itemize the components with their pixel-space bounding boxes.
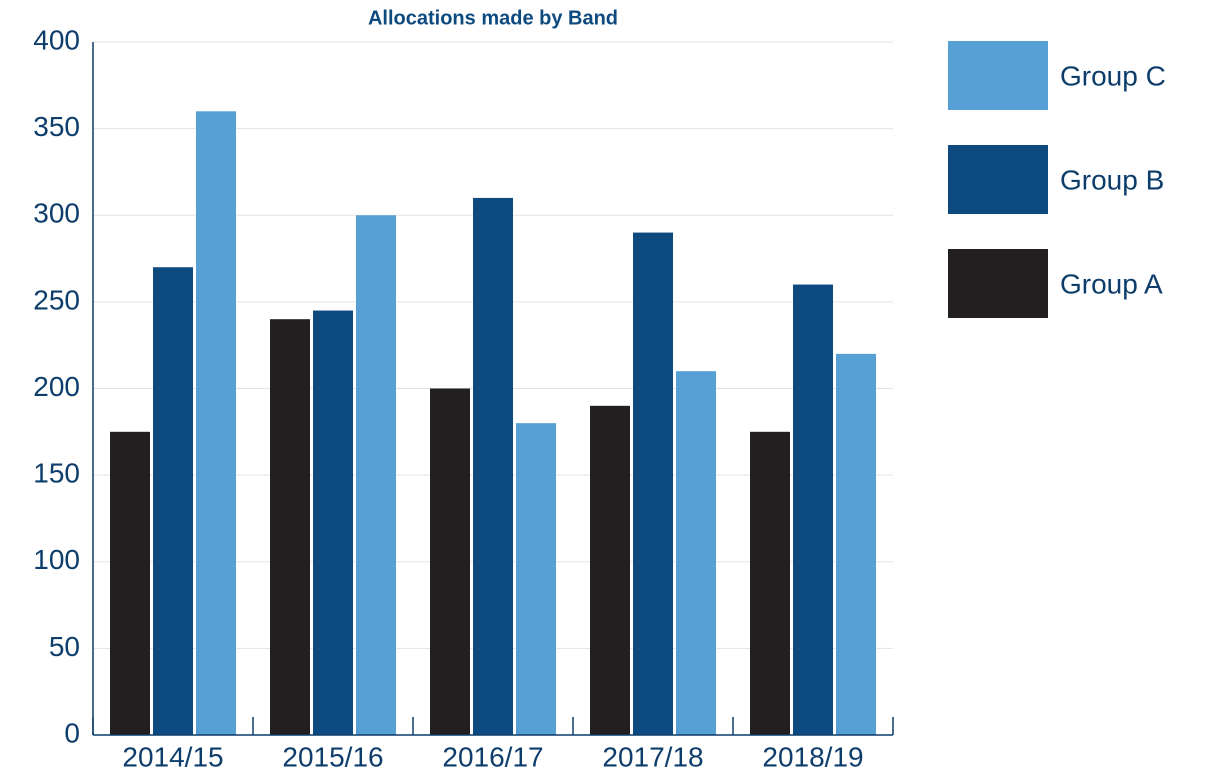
y-tick-label: 350 [33, 111, 80, 142]
x-tick-label: 2014/15 [122, 741, 223, 772]
bar [633, 232, 673, 735]
bar [153, 267, 193, 735]
y-tick-label: 50 [49, 631, 80, 662]
x-tick-label: 2016/17 [442, 741, 543, 772]
legend-swatch [948, 249, 1048, 318]
bar [313, 310, 353, 735]
y-tick-label: 400 [33, 24, 80, 55]
bar [196, 111, 236, 736]
bar [516, 423, 556, 735]
bar [676, 371, 716, 735]
bar [270, 319, 310, 735]
x-tick-label: 2015/16 [282, 741, 383, 772]
legend-label: Group C [1060, 60, 1166, 91]
y-tick-label: 200 [33, 371, 80, 402]
bar [110, 431, 150, 735]
x-tick-label: 2017/18 [602, 741, 703, 772]
bar [356, 215, 396, 735]
legend-label: Group B [1060, 164, 1164, 195]
chart-title: Allocations made by Band [368, 7, 618, 29]
legend-swatch [948, 145, 1048, 214]
bar [793, 284, 833, 735]
y-tick-label: 250 [33, 284, 80, 315]
bar [473, 197, 513, 736]
bar [750, 431, 790, 735]
x-tick-label: 2018/19 [762, 741, 863, 772]
y-tick-label: 300 [33, 198, 80, 229]
y-tick-label: 100 [33, 544, 80, 575]
y-tick-label: 150 [33, 458, 80, 489]
legend-swatch [948, 41, 1048, 110]
y-tick-label: 0 [64, 717, 80, 748]
legend-label: Group A [1060, 268, 1163, 299]
bar [590, 405, 630, 735]
bar [430, 388, 470, 735]
bar [836, 353, 876, 735]
